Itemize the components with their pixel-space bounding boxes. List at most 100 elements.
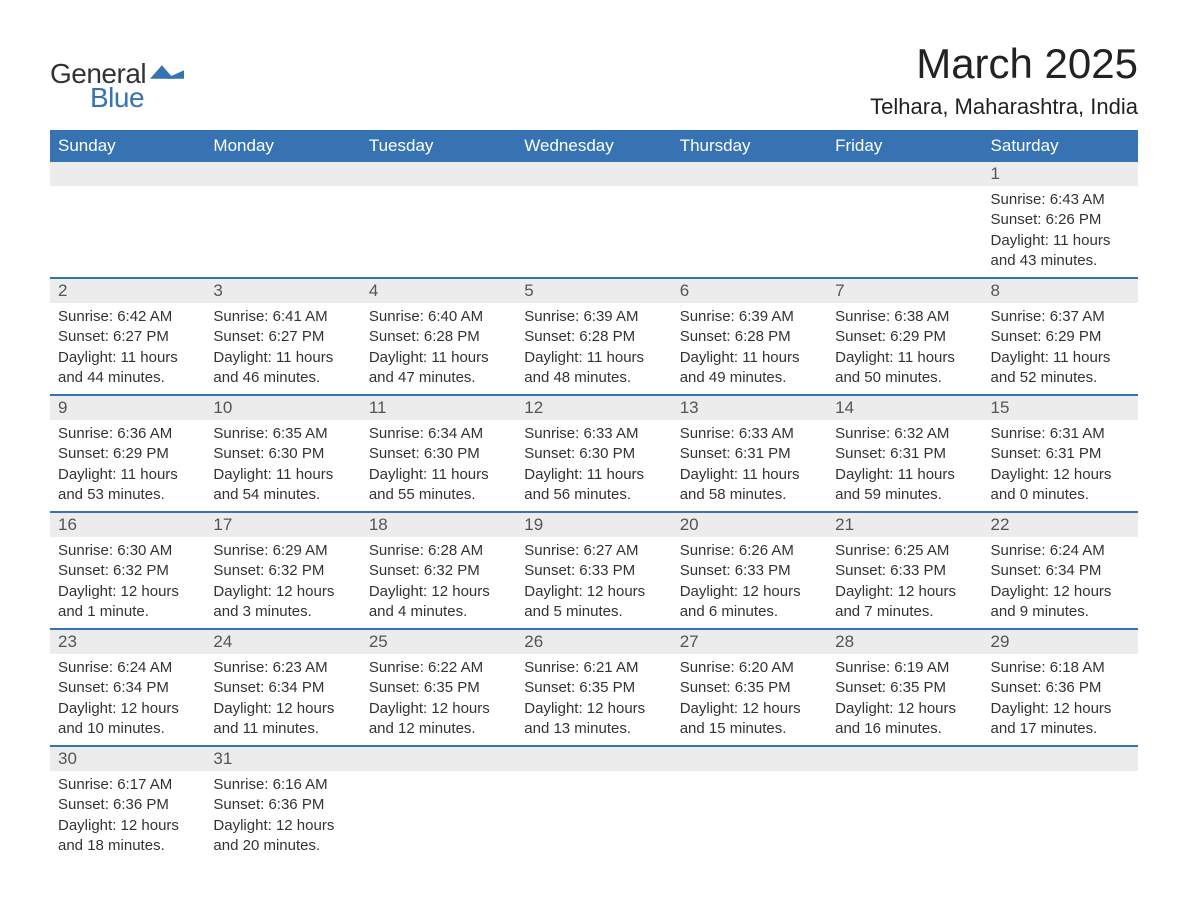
day-info-cell: Sunrise: 6:26 AMSunset: 6:33 PMDaylight:… (672, 537, 827, 629)
day-info-cell: Sunrise: 6:40 AMSunset: 6:28 PMDaylight:… (361, 303, 516, 395)
day-info-cell: Sunrise: 6:16 AMSunset: 6:36 PMDaylight:… (205, 771, 360, 862)
day-info-cell (50, 186, 205, 278)
sunset-text: Sunset: 6:31 PM (680, 444, 819, 464)
daylight-text: Daylight: 11 hours and 44 minutes. (58, 348, 197, 389)
week-daynum-row: 23242526272829 (50, 629, 1138, 654)
sunset-text: Sunset: 6:26 PM (991, 210, 1130, 230)
day-number-cell: 29 (983, 629, 1138, 654)
sunset-text: Sunset: 6:27 PM (58, 327, 197, 347)
sunset-text: Sunset: 6:30 PM (213, 444, 352, 464)
daylight-text: Daylight: 12 hours and 5 minutes. (524, 582, 663, 623)
day-info-cell (672, 771, 827, 862)
day-number-cell: 6 (672, 278, 827, 303)
sunrise-text: Sunrise: 6:17 AM (58, 775, 197, 795)
day-number-cell: 8 (983, 278, 1138, 303)
sunset-text: Sunset: 6:31 PM (991, 444, 1130, 464)
daylight-text: Daylight: 11 hours and 46 minutes. (213, 348, 352, 389)
day-info-cell: Sunrise: 6:24 AMSunset: 6:34 PMDaylight:… (983, 537, 1138, 629)
sunrise-text: Sunrise: 6:41 AM (213, 307, 352, 327)
column-header: Wednesday (516, 130, 671, 162)
week-daynum-row: 2345678 (50, 278, 1138, 303)
day-number-cell: 23 (50, 629, 205, 654)
daylight-text: Daylight: 12 hours and 11 minutes. (213, 699, 352, 740)
sunset-text: Sunset: 6:34 PM (58, 678, 197, 698)
calendar-head: SundayMondayTuesdayWednesdayThursdayFrid… (50, 130, 1138, 162)
day-number-cell: 13 (672, 395, 827, 420)
sunrise-text: Sunrise: 6:29 AM (213, 541, 352, 561)
week-daynum-row: 1 (50, 162, 1138, 186)
day-info-cell: Sunrise: 6:38 AMSunset: 6:29 PMDaylight:… (827, 303, 982, 395)
day-number-cell (361, 162, 516, 186)
daylight-text: Daylight: 11 hours and 56 minutes. (524, 465, 663, 506)
column-header: Tuesday (361, 130, 516, 162)
day-number-cell: 30 (50, 746, 205, 771)
day-number-cell: 31 (205, 746, 360, 771)
sunset-text: Sunset: 6:36 PM (213, 795, 352, 815)
sunrise-text: Sunrise: 6:16 AM (213, 775, 352, 795)
column-header: Saturday (983, 130, 1138, 162)
week-daynum-row: 16171819202122 (50, 512, 1138, 537)
daylight-text: Daylight: 12 hours and 7 minutes. (835, 582, 974, 623)
day-info-cell: Sunrise: 6:22 AMSunset: 6:35 PMDaylight:… (361, 654, 516, 746)
day-number-cell: 11 (361, 395, 516, 420)
day-number-cell: 1 (983, 162, 1138, 186)
brand-mark-icon (150, 60, 184, 89)
day-info-cell: Sunrise: 6:33 AMSunset: 6:30 PMDaylight:… (516, 420, 671, 512)
sunset-text: Sunset: 6:28 PM (524, 327, 663, 347)
sunrise-text: Sunrise: 6:31 AM (991, 424, 1130, 444)
column-header: Monday (205, 130, 360, 162)
sunrise-text: Sunrise: 6:24 AM (58, 658, 197, 678)
day-info-cell: Sunrise: 6:30 AMSunset: 6:32 PMDaylight:… (50, 537, 205, 629)
day-number-cell (205, 162, 360, 186)
header: General Blue March 2025 Telhara, Maharas… (50, 40, 1138, 120)
daylight-text: Daylight: 11 hours and 43 minutes. (991, 231, 1130, 272)
sunset-text: Sunset: 6:32 PM (58, 561, 197, 581)
sunrise-text: Sunrise: 6:22 AM (369, 658, 508, 678)
sunset-text: Sunset: 6:35 PM (835, 678, 974, 698)
sunrise-text: Sunrise: 6:34 AM (369, 424, 508, 444)
daylight-text: Daylight: 12 hours and 12 minutes. (369, 699, 508, 740)
sunset-text: Sunset: 6:33 PM (835, 561, 974, 581)
day-number-cell (516, 746, 671, 771)
daylight-text: Daylight: 12 hours and 9 minutes. (991, 582, 1130, 623)
day-info-cell: Sunrise: 6:19 AMSunset: 6:35 PMDaylight:… (827, 654, 982, 746)
brand-blue: Blue (90, 84, 146, 112)
day-info-cell: Sunrise: 6:25 AMSunset: 6:33 PMDaylight:… (827, 537, 982, 629)
day-info-cell (672, 186, 827, 278)
calendar-table: SundayMondayTuesdayWednesdayThursdayFrid… (50, 130, 1138, 862)
daylight-text: Daylight: 12 hours and 10 minutes. (58, 699, 197, 740)
sunset-text: Sunset: 6:27 PM (213, 327, 352, 347)
daylight-text: Daylight: 12 hours and 13 minutes. (524, 699, 663, 740)
sunset-text: Sunset: 6:33 PM (524, 561, 663, 581)
sunrise-text: Sunrise: 6:42 AM (58, 307, 197, 327)
day-info-cell: Sunrise: 6:34 AMSunset: 6:30 PMDaylight:… (361, 420, 516, 512)
day-number-cell (516, 162, 671, 186)
daylight-text: Daylight: 12 hours and 3 minutes. (213, 582, 352, 623)
week-info-row: Sunrise: 6:43 AMSunset: 6:26 PMDaylight:… (50, 186, 1138, 278)
day-number-cell: 26 (516, 629, 671, 654)
day-number-cell: 2 (50, 278, 205, 303)
day-info-cell (205, 186, 360, 278)
day-number-cell: 24 (205, 629, 360, 654)
sunrise-text: Sunrise: 6:25 AM (835, 541, 974, 561)
daylight-text: Daylight: 12 hours and 15 minutes. (680, 699, 819, 740)
sunrise-text: Sunrise: 6:19 AM (835, 658, 974, 678)
day-number-cell: 12 (516, 395, 671, 420)
day-number-cell: 25 (361, 629, 516, 654)
daylight-text: Daylight: 11 hours and 53 minutes. (58, 465, 197, 506)
day-number-cell: 20 (672, 512, 827, 537)
day-info-cell: Sunrise: 6:39 AMSunset: 6:28 PMDaylight:… (672, 303, 827, 395)
week-info-row: Sunrise: 6:42 AMSunset: 6:27 PMDaylight:… (50, 303, 1138, 395)
column-header: Thursday (672, 130, 827, 162)
column-header: Sunday (50, 130, 205, 162)
week-info-row: Sunrise: 6:30 AMSunset: 6:32 PMDaylight:… (50, 537, 1138, 629)
day-info-cell: Sunrise: 6:32 AMSunset: 6:31 PMDaylight:… (827, 420, 982, 512)
day-info-cell (361, 771, 516, 862)
sunset-text: Sunset: 6:35 PM (680, 678, 819, 698)
sunrise-text: Sunrise: 6:18 AM (991, 658, 1130, 678)
sunrise-text: Sunrise: 6:27 AM (524, 541, 663, 561)
day-number-cell: 3 (205, 278, 360, 303)
day-info-cell: Sunrise: 6:36 AMSunset: 6:29 PMDaylight:… (50, 420, 205, 512)
sunrise-text: Sunrise: 6:32 AM (835, 424, 974, 444)
day-number-cell (50, 162, 205, 186)
